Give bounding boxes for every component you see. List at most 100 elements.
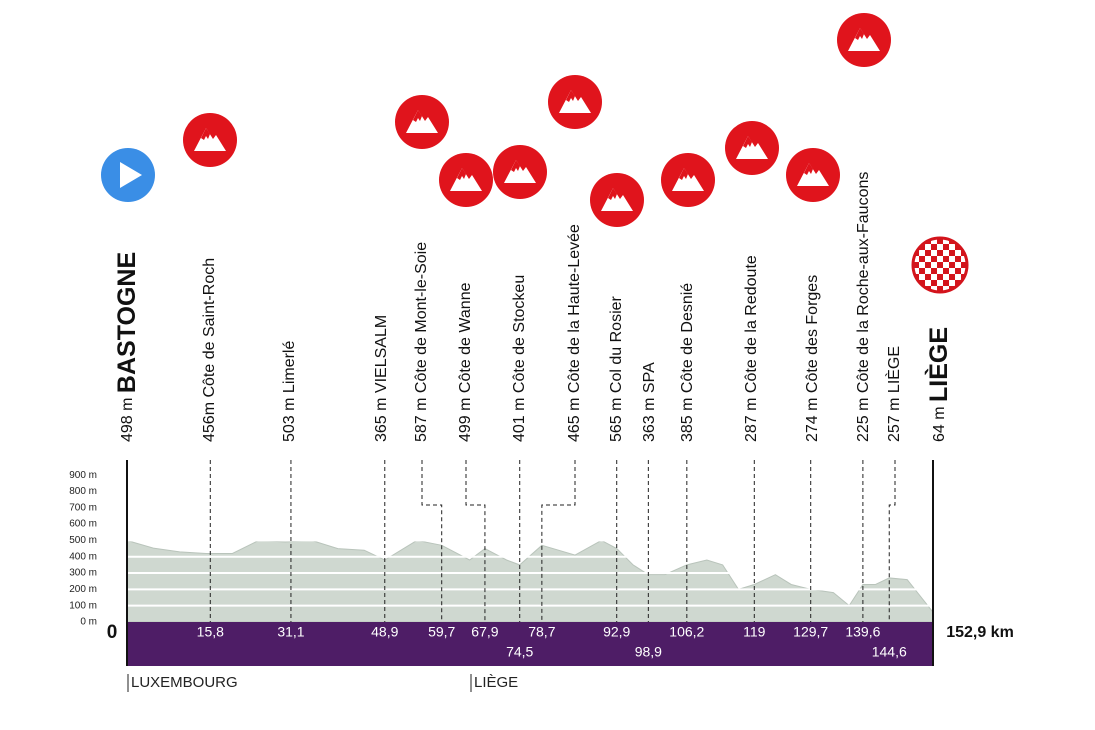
- y-tick-label: 400 m: [69, 551, 97, 562]
- landmark-name: Côte de Desnié: [679, 283, 696, 393]
- x-tick-label: 78,7: [528, 624, 555, 640]
- x-tick-label: 129,7: [793, 624, 828, 640]
- finish-square: [955, 280, 961, 286]
- landmark-altitude: 587 m: [413, 398, 430, 442]
- start-arrow: [120, 162, 142, 188]
- landmark-label: 465 m Côte de la Haute-Levée: [566, 224, 583, 442]
- finish-square: [949, 274, 955, 280]
- landmark-altitude: 274 m: [804, 398, 821, 442]
- mountain-snow: [608, 188, 617, 200]
- landmark-name: Limerlé: [281, 341, 298, 394]
- x-tick-label: 0: [107, 622, 118, 643]
- landmark-icon: [395, 95, 449, 149]
- finish-square: [925, 274, 931, 280]
- finish-square: [937, 262, 943, 268]
- y-tick-label: 100 m: [69, 600, 97, 611]
- distance-band: [127, 622, 933, 666]
- x-tick-label: 59,7: [428, 624, 455, 640]
- x-tick-label: 31,1: [277, 624, 304, 640]
- finish-square: [919, 280, 925, 286]
- landmark-label: 274 m Côte des Forges: [804, 275, 821, 442]
- mountain-snow: [457, 168, 466, 180]
- landmark-name: SPA: [641, 362, 658, 393]
- landmark-name: BASTOGNE: [113, 252, 141, 393]
- finish-square: [931, 268, 937, 274]
- x-tick-label: 152,9 km: [946, 624, 1014, 641]
- landmark-icon: [725, 121, 779, 175]
- landmark-altitude: 363 m: [641, 398, 658, 442]
- landmark-label: 456m Côte de Saint-Roch: [201, 258, 218, 442]
- mountain-snow: [201, 128, 210, 140]
- landmark-altitude: 498 m: [119, 398, 136, 442]
- x-tick-label: 98,9: [635, 644, 662, 660]
- mountain-snow: [511, 160, 520, 172]
- finish-square: [943, 244, 949, 250]
- x-tick-label: 48,9: [371, 624, 398, 640]
- landmark-altitude: 287 m: [743, 398, 760, 442]
- finish-square: [943, 268, 949, 274]
- finish-square: [919, 268, 925, 274]
- x-tick-label: 74,5: [506, 644, 533, 660]
- x-tick-label: 106,2: [669, 624, 704, 640]
- finish-square: [961, 262, 967, 268]
- landmark-label: 499 m Côte de Wanne: [457, 282, 474, 442]
- landmark-name: VIELSALM: [373, 315, 390, 393]
- landmark-name: Côte de Stockeu: [511, 275, 528, 393]
- landmark-label: 385 m Côte de Desnié: [679, 283, 696, 442]
- mountain-snow: [855, 28, 864, 40]
- finish-square: [949, 250, 955, 256]
- finish-square: [955, 268, 961, 274]
- landmark-altitude: 64 m: [931, 406, 948, 442]
- landmark-name: Côte de la Roche-aux-Faucons: [855, 172, 872, 393]
- finish-ring: [911, 236, 969, 294]
- mountain: [504, 160, 536, 183]
- finish-square: [937, 250, 943, 256]
- km-marker-line: [541, 460, 576, 622]
- mountain: [194, 128, 226, 151]
- y-tick-label: 300 m: [69, 568, 97, 579]
- landmark-label: 225 m Côte de la Roche-aux-Faucons: [855, 172, 872, 442]
- y-tick-label: 600 m: [69, 519, 97, 530]
- km-marker-line: [465, 460, 486, 622]
- elevation-area: [126, 539, 934, 623]
- landmark-icon: [101, 148, 155, 202]
- finish-icon: [913, 238, 967, 292]
- y-tick-label: 800 m: [69, 486, 97, 497]
- landmark-label: 363 m SPA: [641, 362, 658, 442]
- landmark-altitude: 401 m: [511, 398, 528, 442]
- mountain: [559, 90, 591, 113]
- finish-square: [931, 256, 937, 262]
- landmark-altitude: 503 m: [281, 398, 298, 442]
- landmark-name: LIÈGE: [924, 327, 953, 402]
- finish-square: [955, 244, 961, 250]
- landmark-name: Côte de la Redoute: [743, 255, 760, 393]
- landmark-altitude: 565 m: [608, 398, 625, 442]
- landmark-altitude: 456m: [201, 402, 218, 442]
- landmark-altitude: 225 m: [855, 398, 872, 442]
- landmark-label: 257 m LIÈGE: [884, 346, 903, 442]
- mountain: [848, 28, 880, 51]
- landmark-altitude: 365 m: [373, 398, 390, 442]
- landmark-name: Côte de la Haute-Levée: [566, 224, 583, 393]
- finish-square: [949, 262, 955, 268]
- landmark-icon: [786, 148, 840, 202]
- y-tick-label: 200 m: [69, 584, 97, 595]
- y-tick-label: 0 m: [80, 617, 97, 628]
- finish-square: [961, 286, 967, 292]
- landmark-label: 64 m LIÈGE: [924, 327, 953, 442]
- landmark-label: 287 m Côte de la Redoute: [743, 255, 760, 442]
- landmark-altitude: 385 m: [679, 398, 696, 442]
- finish-square: [943, 280, 949, 286]
- landmark-name: Côte de Wanne: [457, 282, 474, 393]
- finish-square: [943, 256, 949, 262]
- landmark-icon: [837, 13, 891, 67]
- landmark-icon: [911, 236, 969, 294]
- x-tick-label: 15,8: [197, 624, 224, 640]
- finish-square: [913, 286, 919, 292]
- finish-square: [913, 238, 919, 244]
- y-tick-label: 700 m: [69, 502, 97, 513]
- landmark-altitude: 257 m: [886, 398, 903, 442]
- y-tick-label: 900 m: [69, 470, 97, 481]
- mountain-snow: [679, 168, 688, 180]
- mountain: [736, 136, 768, 159]
